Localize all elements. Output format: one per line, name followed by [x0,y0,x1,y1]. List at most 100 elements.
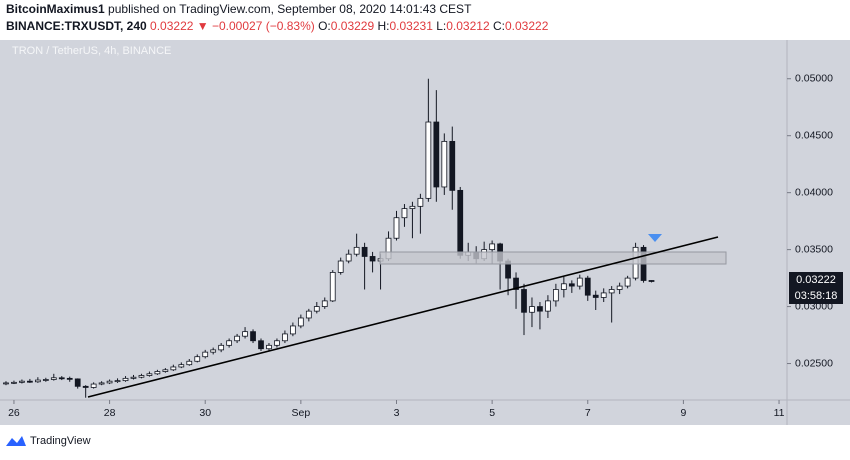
price-tag-text: 0.03222 [796,274,836,286]
candle-body [66,377,73,380]
candle-body [329,272,336,302]
candle-body [226,340,232,346]
candle-body [345,253,352,262]
candles [3,78,655,398]
candle-body [210,349,217,353]
countdown-text: 03:58:18 [795,290,838,302]
x-tick-label: 7 [585,407,591,419]
o-value: 0.03229 [331,19,375,33]
candle-body [361,246,368,257]
candle-body [258,340,264,350]
chart-pane [0,40,850,425]
x-tick-label: Sep [292,407,311,419]
candle-body [11,381,17,384]
y-tick-label: 0.03500 [795,243,833,255]
published: published on TradingView.com, September … [108,2,472,16]
logo-shape [6,436,26,446]
x-tick-label: 11 [774,407,785,419]
l-value: 0.03212 [446,19,490,33]
author: BitcoinMaximus1 [6,2,105,16]
x-tick-label: 9 [680,407,686,419]
candle-body [457,189,464,256]
candle-body [321,300,328,307]
candle-body [529,306,535,313]
candle-body [393,217,400,239]
candle-body [42,379,49,381]
candle-body [624,277,631,287]
candle-body [425,121,432,199]
change: ▼ −0.00027 (−0.83%) [197,19,315,33]
candle-body [282,333,288,342]
c-label: C: [493,19,505,33]
publish-line: BitcoinMaximus1 published on TradingView… [6,2,472,16]
countdown-tag [789,288,843,304]
brand-name: TradingView [30,435,91,447]
resistance-zone [379,251,727,265]
candle-body [545,300,551,312]
candle-body [648,280,655,282]
candle-body [337,260,344,273]
candle-body [170,366,177,371]
y-tick-label: 0.04000 [795,186,833,198]
candle-body [250,331,256,342]
candle-body [114,380,121,383]
y-tick-label: 0.04500 [795,129,833,141]
candle-body [576,277,583,287]
trend-line [87,236,719,398]
candle-body [600,292,607,298]
x-tick-label: 30 [199,407,211,419]
candle-body [353,246,360,255]
l-label: L: [436,19,446,33]
o-label: O: [318,19,331,33]
y-tick-label: 0.02500 [795,357,833,369]
candle-body [313,306,320,312]
candle-body [162,369,169,372]
candle-body [234,335,240,342]
candle-body [186,360,193,366]
candle-body [194,356,201,362]
candle-body [592,294,599,298]
symbol: BINANCE:TRXUSDT, 240 [6,19,147,33]
candle-body [82,385,89,388]
candle-body [50,377,57,380]
x-tick-label: 3 [394,407,400,419]
candle-body [441,140,448,188]
candle-body [401,208,408,219]
candle-body [616,285,623,290]
candle-body [146,373,153,376]
candle-body [154,371,161,375]
brand-logo: TradingView [6,435,91,447]
candle-body [537,306,543,312]
candle-body [584,277,591,296]
arrow-marker [648,234,662,242]
candle-body [489,243,495,251]
y-tick-label: 0.05000 [795,73,833,85]
chart-title: TRON / TetherUS, 4h, BINANCE [12,45,171,57]
candle-body [608,289,615,294]
candle-body [74,378,81,387]
candle-body [369,256,376,262]
candle-body [178,364,185,368]
candle-body [290,325,296,335]
price-tag [789,272,843,288]
candle-body [266,344,272,350]
candle-body [553,289,559,302]
candle-body [58,377,65,380]
candle-body [242,331,248,337]
symbol-line: BINANCE:TRXUSDT, 240 0.03222 ▼ −0.00027 … [6,19,549,33]
candle-body [513,277,519,290]
candle-body [274,340,280,346]
c-value: 0.03222 [505,19,549,33]
x-tick-label: 5 [489,407,495,419]
candle-body [98,382,105,385]
candle-body [433,121,440,188]
candle-body [138,375,145,378]
candle-body [19,380,25,383]
candle-body [3,382,9,385]
candle-body [409,205,416,210]
last: 0.03222 [150,19,194,33]
x-tick-label: 28 [104,407,116,419]
candle-body [202,351,209,358]
candle-body [122,377,129,382]
candle-body [521,289,527,313]
